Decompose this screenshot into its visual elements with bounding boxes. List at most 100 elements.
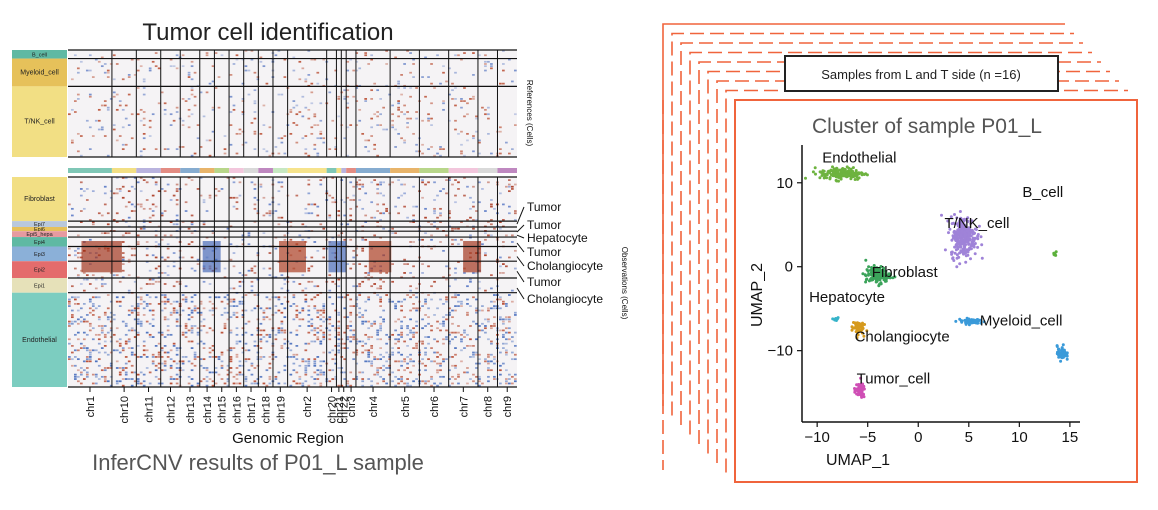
heatmap-cell <box>295 371 299 374</box>
heatmap-cell <box>268 382 272 385</box>
heatmap-cell <box>91 327 95 330</box>
heatmap-cell <box>139 177 143 179</box>
heatmap-cell <box>190 267 194 270</box>
heatmap-cell <box>79 373 83 376</box>
heatmap-cell <box>148 135 152 137</box>
heatmap-cell <box>139 382 143 385</box>
heatmap-cell <box>373 179 377 181</box>
heatmap-cell <box>163 102 167 105</box>
heatmap-cell <box>130 311 134 314</box>
heatmap-cell <box>358 283 362 285</box>
heatmap-cell <box>430 82 433 85</box>
heatmap-cell <box>259 322 263 325</box>
heatmap-cell <box>403 340 406 343</box>
heatmap-cell <box>88 93 92 96</box>
heatmap-cell <box>226 311 230 314</box>
heatmap-cell <box>454 367 457 369</box>
heatmap-cell <box>460 150 463 153</box>
heatmap-cell <box>421 272 424 274</box>
heatmap-cell <box>85 278 89 281</box>
heatmap-cell <box>310 325 314 327</box>
heatmap-cell <box>277 190 281 193</box>
heatmap-cell <box>454 278 457 281</box>
heatmap-cell <box>202 347 206 349</box>
heatmap-cell <box>466 285 469 288</box>
heatmap-cell <box>502 342 505 345</box>
heatmap-cell <box>307 280 311 283</box>
heatmap-cell <box>73 298 77 301</box>
heatmap-cell <box>376 382 380 385</box>
umap-point <box>961 247 965 251</box>
heatmap-cell <box>475 309 478 312</box>
heatmap-cell <box>208 356 212 358</box>
heatmap-cell <box>334 327 338 330</box>
heatmap-cell <box>343 307 347 310</box>
heatmap-cell <box>160 212 164 215</box>
heatmap-cell <box>457 375 460 378</box>
heatmap-cell <box>328 214 332 217</box>
heatmap-cell <box>184 298 188 301</box>
heatmap-cell <box>226 298 230 301</box>
heatmap-cell <box>400 309 403 312</box>
heatmap-cell <box>385 63 388 65</box>
heatmap-cell <box>301 318 305 321</box>
heatmap-cell <box>253 307 257 310</box>
heatmap-cell <box>502 336 505 338</box>
heatmap-cell <box>76 358 80 361</box>
heatmap-cell <box>301 238 305 241</box>
heatmap-cell <box>229 349 233 352</box>
heatmap-cell <box>238 132 242 135</box>
heatmap-cell <box>82 318 86 321</box>
heatmap-cell <box>400 375 403 378</box>
heatmap-cell <box>382 318 385 321</box>
heatmap-cell <box>106 318 110 321</box>
heatmap-cell <box>106 106 110 109</box>
heatmap-cell <box>412 221 415 223</box>
heatmap-cell <box>112 349 116 352</box>
heatmap-cell <box>343 201 347 204</box>
heatmap-cell <box>181 362 185 365</box>
heatmap-cell <box>313 364 317 367</box>
heatmap-cell <box>280 93 284 96</box>
heatmap-cell <box>400 111 403 113</box>
heatmap-cell <box>94 360 98 363</box>
heatmap-cell <box>337 384 341 387</box>
heatmap-cell <box>169 364 173 367</box>
heatmap-cell <box>88 311 92 314</box>
heatmap-cell <box>394 360 397 363</box>
heatmap-cell <box>436 327 439 330</box>
heatmap-cell <box>421 263 424 265</box>
heatmap-cell <box>412 333 415 336</box>
heatmap-cell <box>253 130 257 133</box>
heatmap-cell <box>403 258 406 261</box>
heatmap-cell <box>133 329 137 332</box>
heatmap-cell <box>460 58 463 61</box>
heatmap-cell <box>181 294 185 296</box>
heatmap-cell <box>457 227 460 230</box>
heatmap-cell <box>97 212 101 215</box>
heatmap-cell <box>109 300 113 303</box>
heatmap-cell <box>454 353 457 356</box>
heatmap-cell <box>139 119 143 122</box>
heatmap-cell <box>370 362 374 365</box>
heatmap-cell <box>142 227 146 230</box>
heatmap-cell <box>430 247 433 250</box>
heatmap-cell <box>97 296 101 299</box>
heatmap-cell <box>184 210 188 212</box>
heatmap-cell <box>385 351 388 354</box>
heatmap-cell <box>334 378 338 380</box>
heatmap-cell <box>451 382 454 385</box>
heatmap-cell <box>463 52 466 54</box>
heatmap-cell <box>208 139 212 142</box>
heatmap-cell <box>124 342 128 345</box>
heatmap-cell <box>466 185 469 188</box>
heatmap-cell <box>154 364 158 367</box>
heatmap-cell <box>244 375 248 378</box>
heatmap-cell <box>169 65 173 68</box>
heatmap-cell <box>172 265 176 268</box>
heatmap-cell <box>214 307 218 310</box>
heatmap-cell <box>430 329 433 332</box>
heatmap-cell <box>364 221 368 223</box>
heatmap-cell <box>235 342 239 345</box>
